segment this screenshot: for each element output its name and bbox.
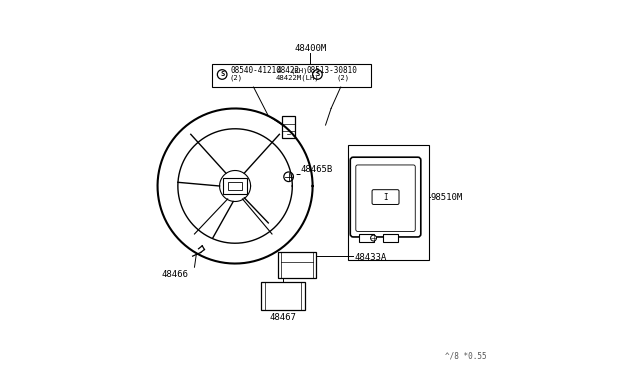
Text: 08540-41210: 08540-41210: [230, 66, 282, 75]
FancyBboxPatch shape: [212, 64, 371, 87]
Text: 48467: 48467: [269, 313, 296, 322]
FancyBboxPatch shape: [278, 253, 316, 278]
Text: (2): (2): [337, 74, 349, 81]
Text: 48433A: 48433A: [355, 253, 387, 263]
FancyBboxPatch shape: [359, 234, 374, 242]
Text: (2): (2): [230, 74, 243, 81]
FancyBboxPatch shape: [383, 234, 397, 242]
FancyBboxPatch shape: [350, 157, 420, 237]
Text: 48400M: 48400M: [294, 44, 326, 53]
Text: 08513-30810: 08513-30810: [307, 66, 357, 75]
Text: S: S: [220, 71, 224, 77]
Text: S: S: [316, 71, 319, 77]
Text: I: I: [383, 193, 388, 202]
Circle shape: [218, 70, 227, 79]
Circle shape: [371, 235, 376, 241]
Text: 48465B: 48465B: [300, 165, 333, 174]
FancyBboxPatch shape: [282, 116, 295, 138]
FancyBboxPatch shape: [372, 190, 399, 205]
FancyBboxPatch shape: [223, 178, 247, 194]
Text: ^/8 *0.55: ^/8 *0.55: [445, 351, 486, 360]
Text: 48422M(LH): 48422M(LH): [276, 74, 319, 81]
Text: 48422: 48422: [277, 66, 300, 75]
FancyBboxPatch shape: [356, 165, 415, 231]
Circle shape: [284, 172, 293, 182]
Text: 48466: 48466: [162, 270, 189, 279]
Text: (RH): (RH): [291, 68, 308, 74]
Circle shape: [312, 70, 322, 79]
FancyBboxPatch shape: [261, 282, 305, 310]
Text: 98510M: 98510M: [431, 193, 463, 202]
FancyBboxPatch shape: [228, 182, 242, 190]
